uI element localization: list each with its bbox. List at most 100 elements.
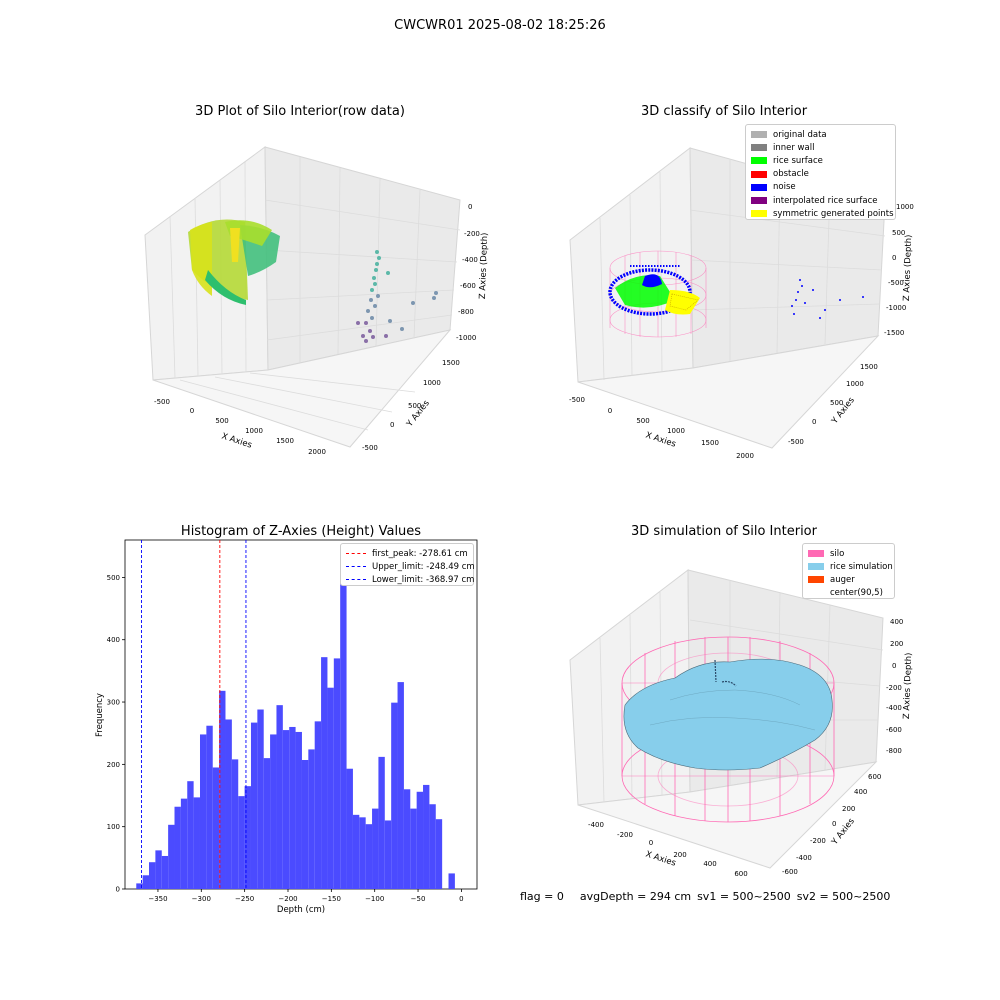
- histogram-y-ticks: 0 100 200 300 400 500: [107, 574, 125, 894]
- y-tick-label: 400: [107, 636, 120, 644]
- p2-xtick: 500: [636, 417, 649, 425]
- legend-label: obstacle: [773, 169, 809, 180]
- p1-ztick: -800: [458, 308, 474, 316]
- legend-item: interpolated rice surface: [751, 194, 890, 207]
- histogram-bar: [136, 883, 143, 889]
- p1-xtick: 1500: [276, 437, 294, 445]
- legend-label: Lower_limit: -368.97 cm: [372, 574, 475, 585]
- histogram-bar: [282, 730, 290, 889]
- panel2-legend: original data inner wall rice surface ob…: [745, 124, 896, 220]
- y-tick-label: 0: [116, 886, 120, 894]
- histogram-bar: [168, 824, 175, 889]
- p4-ztick: 400: [890, 618, 903, 626]
- p1-ytick: -500: [362, 444, 378, 452]
- legend-item: inner wall: [751, 141, 890, 154]
- status-line: flag = 0 avgDepth = 294 cm sv1 = 500~2500 s…: [520, 890, 890, 903]
- legend-item: rice simulation: [808, 560, 893, 573]
- p2-xtick: 0: [608, 407, 612, 415]
- panel4-x-ticks: -400 -200 0 200 400 600: [588, 821, 748, 878]
- x-tick-label: −300: [192, 895, 211, 903]
- histogram-bar: [295, 731, 302, 889]
- p2-zlabel: Z Axies (Depth): [902, 234, 914, 301]
- legend-item: Lower_limit: -368.97 cm: [346, 573, 474, 586]
- panel4-3d-plot: -400 -200 0 200 400 600 X Axies -600 -40…: [569, 568, 914, 878]
- legend-line-first-peak: [346, 553, 366, 555]
- p1-xtick: 2000: [308, 448, 326, 456]
- histogram-bar: [231, 759, 239, 889]
- swatch-auger: [808, 576, 824, 584]
- histogram-bar: [206, 725, 213, 889]
- p4-ytick: 200: [842, 805, 855, 813]
- histogram-bar: [289, 726, 296, 889]
- legend-label: silo: [830, 548, 845, 559]
- panel2-axes-panes: [569, 146, 886, 449]
- histogram-bar: [174, 806, 181, 889]
- panel4-y-ticks: -600 -400 -200 0 200 400 600: [782, 773, 881, 876]
- histogram-bar: [225, 719, 232, 889]
- panel4-title: 3D simulation of Silo Interior: [631, 524, 817, 539]
- histogram-bar: [301, 759, 309, 889]
- p1-xtick: -500: [154, 398, 170, 406]
- p2-ytick: 1500: [860, 363, 878, 371]
- legend-item: symmetric generated points: [751, 207, 894, 220]
- histogram-xlabel: Depth (cm): [277, 905, 325, 915]
- legend-item: Upper_limit: -248.49 cm: [346, 560, 475, 573]
- histogram-bar: [391, 702, 398, 889]
- panel4-z-ticks: 400 200 0 -200 -400 -600 -800: [886, 618, 903, 755]
- histogram-bar: [410, 808, 417, 889]
- legend-item: center(90,5): [808, 587, 889, 600]
- histogram-bar: [263, 758, 271, 889]
- swatch-rice-surface: [751, 157, 767, 165]
- x-tick-label: −250: [235, 895, 254, 903]
- histogram-bar: [321, 657, 328, 889]
- histogram-bar: [161, 855, 169, 889]
- legend-label: noise: [773, 182, 796, 193]
- status-flag: flag = 0: [520, 890, 564, 903]
- p4-xtick: 0: [649, 839, 653, 847]
- p2-ytick: 500: [830, 399, 843, 407]
- legend-item: rice surface: [751, 154, 890, 167]
- panel2-z-ticks: 1000 500 0 -500 -1000 -1500: [884, 203, 914, 337]
- legend-label: rice surface: [773, 155, 823, 166]
- histogram-bar: [244, 786, 251, 889]
- panel2-3d-plot: -500 0 500 1000 1500 2000 X Axies -500 0…: [569, 146, 914, 460]
- histogram-bar: [314, 721, 322, 889]
- histogram-bar: [276, 705, 283, 889]
- x-tick-label: −50: [411, 895, 426, 903]
- histogram-bar: [142, 875, 150, 889]
- p4-ytick: -200: [810, 837, 826, 845]
- legend-label: original data: [773, 129, 827, 140]
- panel2-x-ticks: -500 0 500 1000 1500 2000: [569, 396, 754, 460]
- histogram-bars: [136, 557, 455, 889]
- legend-label: auger: [830, 574, 855, 585]
- p2-ztick: 1000: [896, 203, 914, 211]
- panel4-auger: [714, 659, 737, 687]
- legend-label: Upper_limit: -248.49 cm: [372, 561, 475, 572]
- histogram-chart: −350 −300 −250 −200 −150 −100 −50 0 0 100 200 300 4…: [95, 539, 478, 915]
- p2-ytick: 0: [812, 418, 816, 426]
- panel4-rice-surface: [623, 658, 833, 771]
- p4-xtick: 600: [734, 870, 747, 878]
- histogram-bar: [180, 798, 188, 889]
- p4-xtick: 400: [703, 860, 716, 868]
- p4-ztick: -800: [886, 747, 902, 755]
- legend-item: noise: [751, 181, 890, 194]
- p4-xtick: -200: [617, 831, 633, 839]
- status-sv2: sv2 = 500~2500: [796, 890, 891, 903]
- legend-item: first_peak: -278.61 cm: [346, 547, 468, 560]
- y-tick-label: 100: [107, 823, 120, 831]
- p1-ytick: 0: [390, 421, 394, 429]
- histogram-bar: [193, 797, 200, 889]
- histogram-bar: [257, 709, 264, 889]
- histogram-bar: [340, 557, 347, 889]
- histogram-bar: [416, 791, 424, 889]
- p4-ytick: 0: [832, 820, 836, 828]
- p2-ytick: 1000: [846, 380, 864, 388]
- p2-ztick: 500: [892, 229, 905, 237]
- histogram-bar: [435, 819, 443, 889]
- figure-title: CWCWR01 2025-08-02 18:25:26: [394, 18, 606, 33]
- p1-ztick: 0: [468, 203, 472, 211]
- legend-item: original data: [751, 128, 890, 141]
- legend-line-upper-limit: [346, 566, 366, 568]
- p4-ztick: 0: [892, 662, 896, 670]
